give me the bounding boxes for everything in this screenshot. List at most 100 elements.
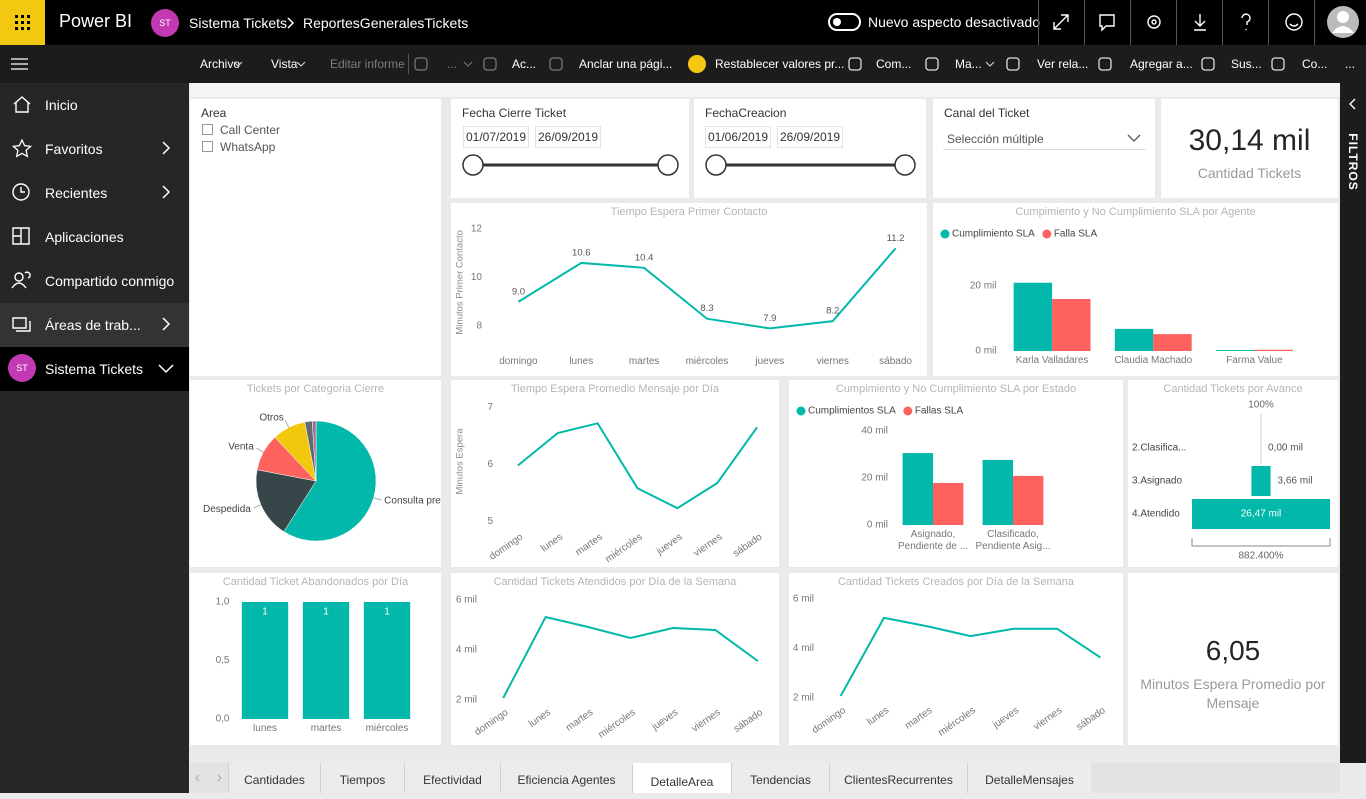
bar [1215,350,1255,351]
filters-pane[interactable]: FILTROS [1340,83,1366,763]
nav-item[interactable]: Inicio [0,83,189,127]
chart-title: Cumpimiento y No Cumplimiento SLA por Ag… [1015,206,1255,218]
date-from[interactable]: 01/07/2019 [463,126,529,148]
card: 6,05 Minutos Espera Promedio por Mensaje [1128,573,1338,745]
tab[interactable]: Eficiencia Agentes [500,763,632,793]
nav-item[interactable]: Compartido conmigo [0,259,189,303]
toolbar-item[interactable]: Ac... [512,57,537,71]
tab[interactable]: DetalleArea [632,763,731,793]
bar [1254,349,1293,351]
chart-title: Tiempo Espera Promedio Mensaje por Día [511,383,720,395]
visual: Cantidad Tickets por Avance 100% 2.Clasifi… [1128,380,1338,567]
toolbar-item[interactable]: Agregar a... [1130,57,1193,71]
x-tick-label: martes [629,356,660,367]
toggle-knob [833,18,841,26]
x-tick-label: Clasificado, Pendiente Asig... [975,529,1051,552]
toolbar-item[interactable]: Sus... [1231,57,1262,71]
visual: Cantidad Tickets Atendidos por Día de la… [451,573,779,745]
app-name[interactable]: Power BI [59,11,133,31]
legend-label: Falla SLA [1054,229,1098,240]
checkbox[interactable] [202,141,213,152]
checkbox[interactable] [202,124,213,135]
tab[interactable]: Efectividad [404,763,500,793]
leader-line [284,420,290,428]
bar [933,482,964,525]
toolbar-item[interactable]: Com... [876,57,912,71]
data-label: 1 [262,607,268,618]
tab[interactable]: Tendencias [731,763,829,793]
toolbar-item[interactable]: Archivo [200,57,241,71]
slicer-option[interactable]: Call Center [220,123,281,137]
toolbar-item[interactable]: ... [447,57,458,71]
visual: Cumpimiento y No Cumplimiento SLA por Ag… [933,203,1338,376]
x-tick-label: viernes [692,532,725,560]
y-tick-label: 4 mil [793,643,814,654]
toolbar-item[interactable]: Ver rela... [1037,57,1089,71]
nav-icon [12,227,30,245]
tab[interactable]: ClientesRecurrentes [829,763,967,793]
x-tick-label: jueves [754,356,784,367]
bar [1114,328,1154,351]
y-tick-label: 6 mil [793,594,814,605]
nav-avatar: ST [16,363,28,373]
pie-label: Despedida [203,504,251,515]
bar [363,602,411,719]
x-tick-label: miércoles [603,532,644,566]
toolbar-icon [925,57,939,71]
card-value: 6,05 [1205,635,1261,666]
tab[interactable]: Cantidades [228,763,320,793]
bar [982,459,1013,525]
dropdown-caret [296,61,306,67]
chart: Cantidad Ticket Abandonados por Día 0,0 0,… [216,576,411,734]
nav-item[interactable]: Recientes [0,171,189,215]
toolbar-item: Editar informe [330,57,405,71]
line [517,422,758,510]
tab[interactable]: Tiempos [320,763,404,793]
toolbar-item[interactable]: Co... [1302,57,1328,71]
bar [1013,282,1053,351]
nav-item[interactable]: Aplicaciones [0,215,189,259]
collapse-icon [1349,98,1356,110]
data-label: 1 [384,607,390,618]
date-slider[interactable] [694,149,926,183]
toolbar-divider [408,54,409,74]
pie-label: Otros [259,412,283,423]
slicer-option[interactable]: WhatsApp [220,140,276,154]
x-tick-label: miércoles [596,707,637,741]
y-tick-label: 0,5 [216,655,230,666]
toolbar-item[interactable]: Anclar una pági... [579,57,673,71]
date-to[interactable]: 26/09/2019 [535,126,601,148]
nav-item[interactable]: Áreas de trab... [0,303,189,347]
nav-current[interactable]: ST Sistema Tickets [0,347,189,391]
pie-slice [311,420,317,482]
x-tick-area: miércoles [366,723,409,734]
app-launcher[interactable] [0,0,45,45]
menu-icon[interactable] [10,57,30,71]
x-tick-label: sábado [732,707,766,735]
toolbar-item[interactable]: ... [1345,57,1356,71]
y-tick-label: 20 mil [970,281,997,292]
dropdown[interactable]: Selección múltiple [943,126,1146,150]
funnel-bar [1251,466,1271,496]
date-slider[interactable] [451,149,689,183]
x-tick-label: domingo [499,356,538,367]
leader-line [256,447,264,453]
pie-label: Consulta precios [384,495,441,506]
nav-icon [13,96,31,113]
toolbar-item[interactable]: Restablecer valores pr... [715,57,845,71]
toolbar-item[interactable]: Vista [271,57,298,71]
filters-label: FILTROS [1346,133,1360,191]
data-label: 9.0 [512,286,525,297]
bar [1052,299,1091,351]
nav-item[interactable]: Favoritos [0,127,189,171]
date-to[interactable]: 26/09/2019 [777,126,843,148]
x-tick-label: viernes [690,707,723,735]
date-from[interactable]: 01/06/2019 [705,126,771,148]
toggle[interactable] [828,13,861,31]
funnel-bracket [1191,538,1331,547]
tab-nav[interactable] [190,763,228,793]
toolbar-item[interactable]: Ma... [955,57,982,71]
tab[interactable]: DetalleMensajes [967,763,1091,793]
breadcrumb-workspace[interactable]: Sistema Tickets [189,15,288,31]
